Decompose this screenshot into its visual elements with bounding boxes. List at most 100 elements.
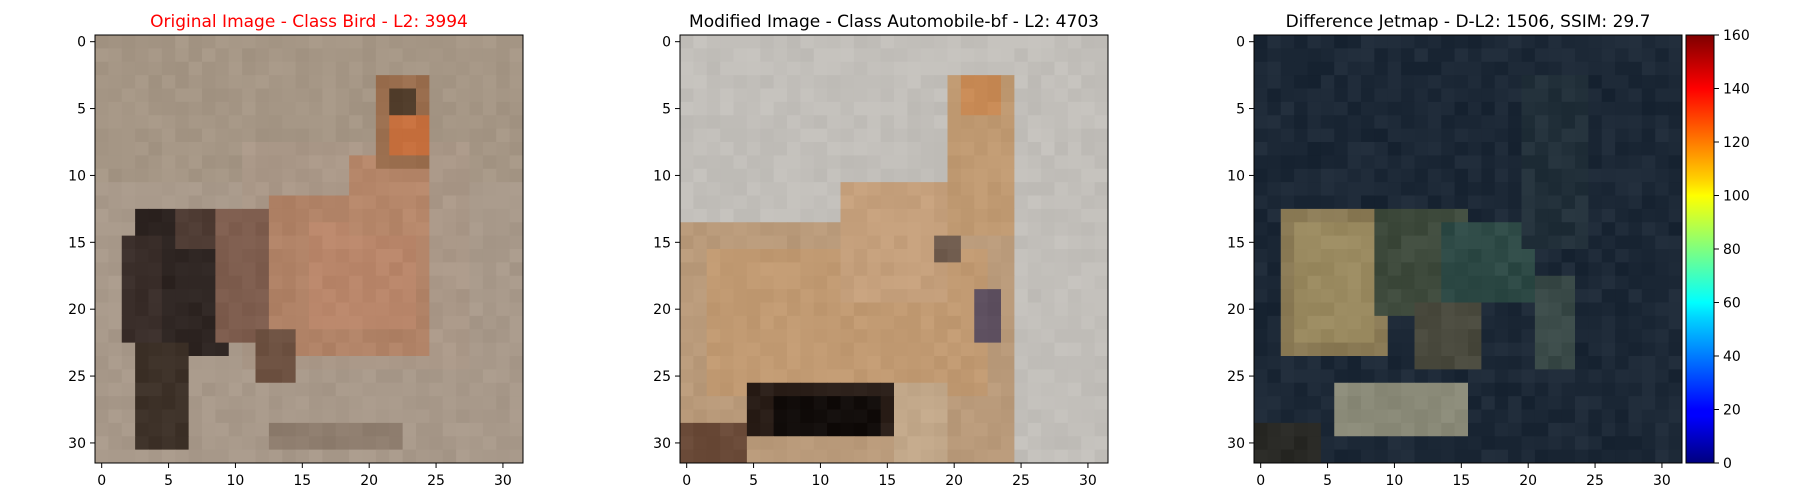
pixel-cell (389, 48, 404, 63)
pixel-cell (1494, 302, 1509, 317)
pixel-cell (974, 315, 989, 330)
pixel-cell (228, 409, 243, 424)
pixel-cell (1361, 356, 1375, 370)
pixel-cell (362, 409, 377, 424)
pixel-cell (309, 48, 323, 63)
pixel-cell (1561, 101, 1576, 116)
pixel-cell (746, 342, 761, 357)
pixel-cell (1054, 208, 1069, 223)
pixel-cell (1588, 142, 1603, 156)
pixel-cell (1254, 222, 1268, 237)
pixel-cell (282, 382, 297, 397)
pixel-cell (1294, 382, 1308, 397)
pixel-cell (188, 409, 203, 424)
pixel-cell (469, 315, 484, 330)
pixel-cell (1548, 235, 1563, 250)
pixel-cell (1641, 61, 1656, 76)
pixel-cell (827, 168, 841, 183)
pixel-cell (148, 436, 163, 451)
pixel-cell (309, 436, 323, 451)
pixel-cell (920, 329, 935, 344)
pixel-cell (309, 128, 323, 143)
pixel-cell (1441, 35, 1456, 49)
pixel-cell (389, 315, 404, 330)
pixel-cell (1575, 302, 1589, 317)
pixel-cell (1094, 275, 1109, 290)
pixel-cell (1468, 289, 1482, 303)
pixel-cell (1280, 101, 1295, 116)
pixel-cell (760, 182, 775, 196)
pixel-cell (469, 302, 484, 317)
pixel-cell (121, 235, 136, 250)
pixel-cell (482, 195, 497, 210)
pixel-cell (1054, 342, 1069, 357)
pixel-cell (1267, 182, 1282, 196)
pixel-cell (309, 249, 323, 263)
pixel-cell (188, 128, 203, 143)
pixel-cell (95, 436, 109, 451)
pixel-cell (175, 329, 190, 344)
pixel-cell (1401, 208, 1415, 223)
pixel-cell (1014, 195, 1029, 210)
pixel-cell (255, 342, 270, 357)
pixel-cell (720, 168, 734, 183)
pixel-cell (482, 128, 497, 143)
pixel-cell (1081, 249, 1096, 263)
pixel-cell (987, 342, 1002, 357)
pixel-cell (295, 155, 310, 170)
pixel-cell (1615, 329, 1629, 344)
pixel-cell (1361, 422, 1375, 437)
pixel-cell (894, 168, 908, 183)
pixel-cell (1655, 101, 1670, 116)
pixel-cell (108, 155, 123, 170)
pixel-cell (853, 396, 868, 410)
pixel-cell (920, 222, 935, 237)
pixel-cell (1401, 449, 1415, 464)
pixel-cell (947, 409, 962, 424)
pixel-cell (322, 369, 337, 384)
pixel-cell (840, 195, 855, 210)
pixel-cell (1054, 88, 1069, 103)
pixel-cell (960, 48, 975, 63)
pixel-cell (1347, 449, 1362, 464)
pixel-cell (840, 61, 855, 76)
pixel-cell (1081, 436, 1096, 451)
pixel-cell (1401, 396, 1415, 410)
pixel-cell (429, 235, 444, 250)
pixel-cell (894, 409, 908, 424)
pixel-cell (934, 195, 948, 210)
pixel-cell (827, 128, 841, 143)
pixel-cell (813, 329, 828, 344)
y-tick-label: 15 (68, 235, 86, 251)
pixel-cell (215, 48, 230, 63)
pixel-cell (1601, 61, 1616, 76)
pixel-cell (1374, 195, 1389, 210)
pixel-cell (1334, 101, 1349, 116)
pixel-cell (268, 262, 283, 277)
pixel-cell (746, 275, 761, 290)
pixel-cell (202, 115, 216, 130)
pixel-cell (800, 436, 815, 451)
colorbar-tick-label: 140 (1723, 82, 1750, 98)
pixel-cell (135, 182, 149, 196)
pixel-cell (322, 128, 337, 143)
pixel-cell (733, 142, 748, 156)
panel-modified-frame (679, 34, 1109, 464)
pixel-cell (1334, 249, 1349, 263)
pixel-cell (469, 115, 484, 130)
pixel-cell (1668, 409, 1683, 424)
pixel-cell (867, 382, 882, 397)
pixel-cell (282, 208, 297, 223)
pixel-cell (1014, 262, 1029, 277)
pixel-cell (706, 208, 721, 223)
pixel-cell (469, 142, 484, 156)
pixel-cell (1641, 101, 1656, 116)
pixel-cell (1361, 222, 1375, 237)
panel-modified-image (680, 35, 1109, 464)
pixel-cell (1374, 249, 1389, 263)
pixel-cell (760, 75, 775, 89)
pixel-cell (1534, 35, 1549, 49)
x-tick-label: 10 (1386, 473, 1404, 489)
pixel-cell (375, 115, 390, 130)
